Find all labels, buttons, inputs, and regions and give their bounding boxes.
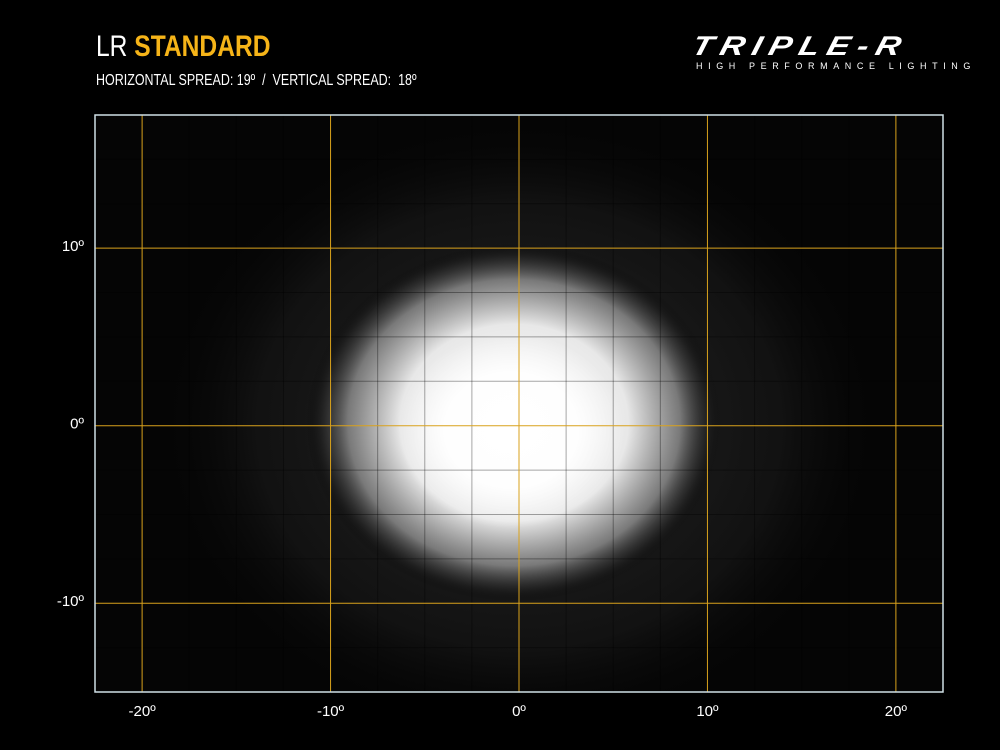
chart-subtitle: HORIZONTAL SPREAD: 19º / VERTICAL SPREAD… [96,72,417,89]
y-tick-label: 10º [62,238,85,255]
y-tick-label: -10º [57,593,85,610]
beam-hotspot [397,333,625,529]
chart-title: LR STANDARD [96,30,271,64]
y-axis-ticks: -10º 0º 10º [57,238,85,610]
plot-border [94,114,944,693]
x-axis-ticks: -20º -10º 0º 10º 20º [129,703,908,720]
title-accent: STANDARD [134,30,271,63]
x-tick-label: 0º [512,703,526,720]
x-tick-label: 10º [696,703,719,720]
x-tick-label: 20º [885,703,908,720]
brand-logo: TRIPLE-R HIGH PERFORMANCE LIGHTING [689,31,977,71]
x-tick-label: -10º [317,703,345,720]
y-tick-label: 0º [70,416,84,433]
title-prefix: LR [96,30,128,63]
major-grid [95,115,943,692]
x-tick-label: -20º [129,703,157,720]
logo-tagline: HIGH PERFORMANCE LIGHTING [696,61,977,71]
